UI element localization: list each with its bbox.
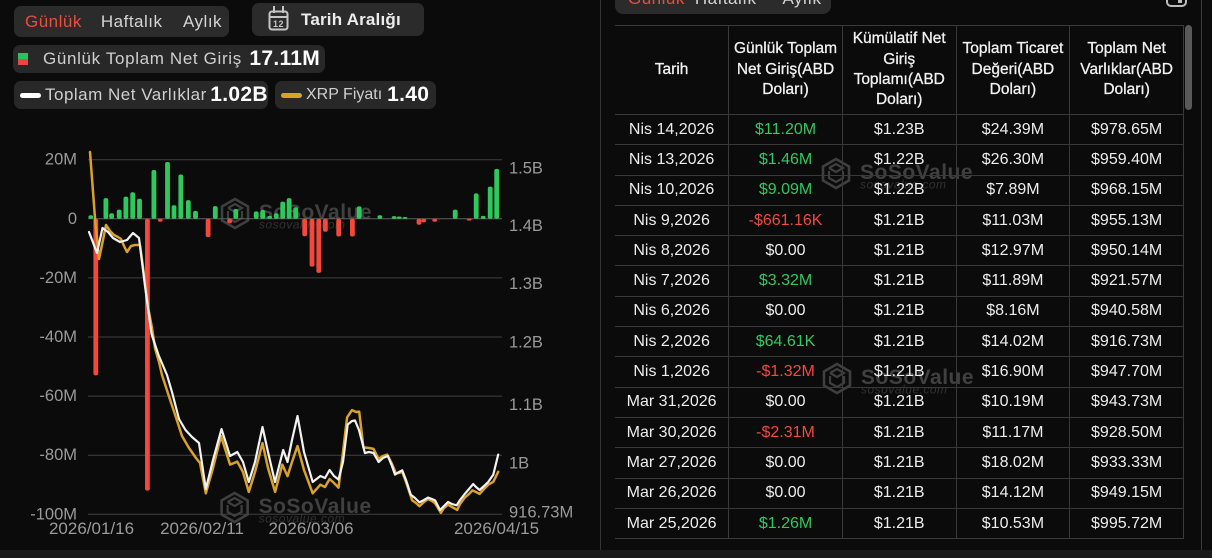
svg-text:12: 12 xyxy=(273,19,284,29)
svg-text:SoSoValue: SoSoValue xyxy=(259,495,372,518)
svg-text:1.1B: 1.1B xyxy=(509,396,543,414)
svg-text:-60M: -60M xyxy=(39,387,77,405)
svg-text:-80M: -80M xyxy=(39,446,77,464)
svg-text:-20M: -20M xyxy=(39,269,77,287)
svg-text:1.3B: 1.3B xyxy=(509,275,543,293)
svg-text:2026/01/16: 2026/01/16 xyxy=(49,519,134,538)
svg-text:1.2B: 1.2B xyxy=(509,334,543,352)
svg-text:2026/03/06: 2026/03/06 xyxy=(268,519,353,538)
svg-text:0: 0 xyxy=(68,210,77,228)
svg-text:1B: 1B xyxy=(509,455,529,473)
svg-text:1.4B: 1.4B xyxy=(509,217,543,235)
svg-text:-100M: -100M xyxy=(30,505,77,523)
svg-text:sosovalue.com: sosovalue.com xyxy=(259,512,346,526)
svg-text:-40M: -40M xyxy=(39,328,77,346)
svg-text:2026/02/11: 2026/02/11 xyxy=(160,519,244,538)
svg-text:2026/04/15: 2026/04/15 xyxy=(454,519,539,538)
svg-text:1.5B: 1.5B xyxy=(509,160,543,178)
svg-text:sosovalue.com: sosovalue.com xyxy=(259,218,346,232)
svg-text:916.73M: 916.73M xyxy=(509,504,573,522)
svg-text:20M: 20M xyxy=(45,151,77,169)
